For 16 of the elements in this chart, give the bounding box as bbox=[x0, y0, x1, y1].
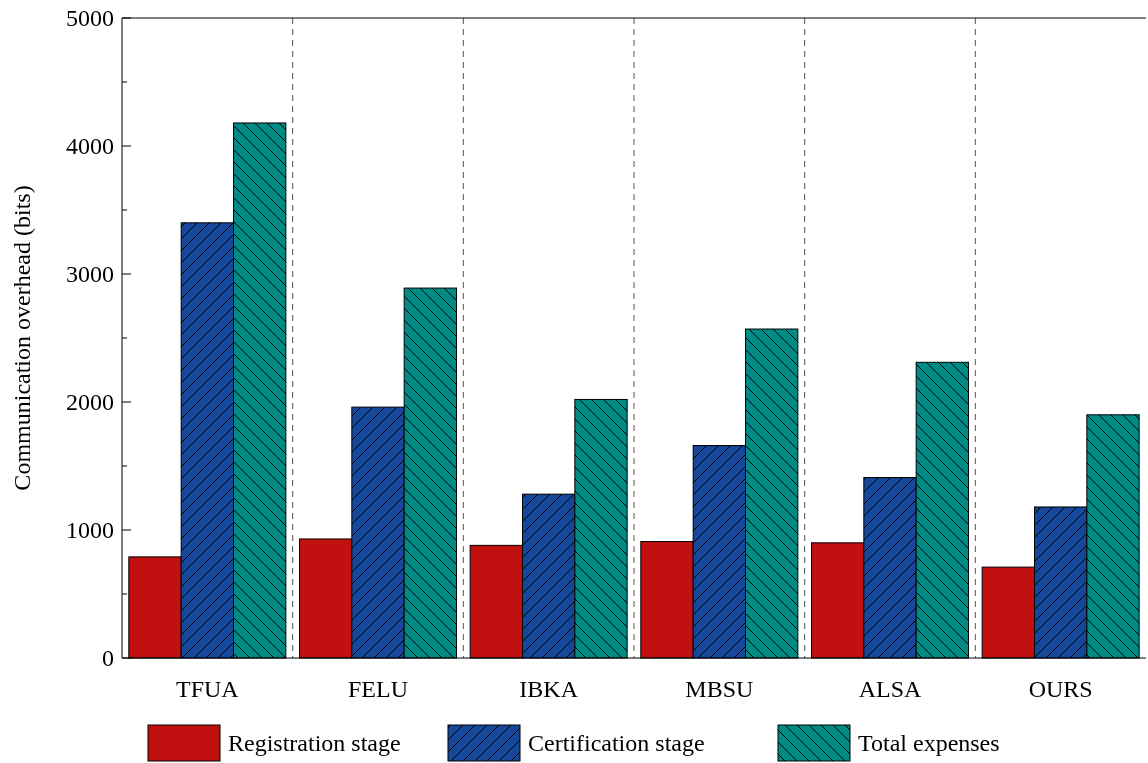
y-axis-title: Communication overhead (bits) bbox=[9, 185, 35, 491]
y-tick-label: 4000 bbox=[66, 133, 114, 160]
legend-label: Registration stage bbox=[228, 730, 401, 757]
x-tick-label: OURS bbox=[1028, 676, 1093, 702]
x-tick-label: IBKA bbox=[519, 676, 579, 702]
y-tick-label: 0 bbox=[102, 645, 114, 672]
x-tick-label: MBSU bbox=[685, 676, 754, 702]
y-tick-label: 3000 bbox=[66, 261, 114, 288]
legend-label: Total expenses bbox=[858, 730, 1000, 757]
y-tick-label: 1000 bbox=[66, 517, 114, 544]
y-tick-label: 2000 bbox=[66, 389, 114, 416]
x-tick-label: TFUA bbox=[176, 676, 240, 702]
y-tick-label: 5000 bbox=[66, 5, 114, 32]
legend-label: Certification stage bbox=[528, 730, 705, 757]
x-tick-label: FELU bbox=[348, 676, 408, 702]
x-tick-label: ALSA bbox=[858, 676, 922, 702]
